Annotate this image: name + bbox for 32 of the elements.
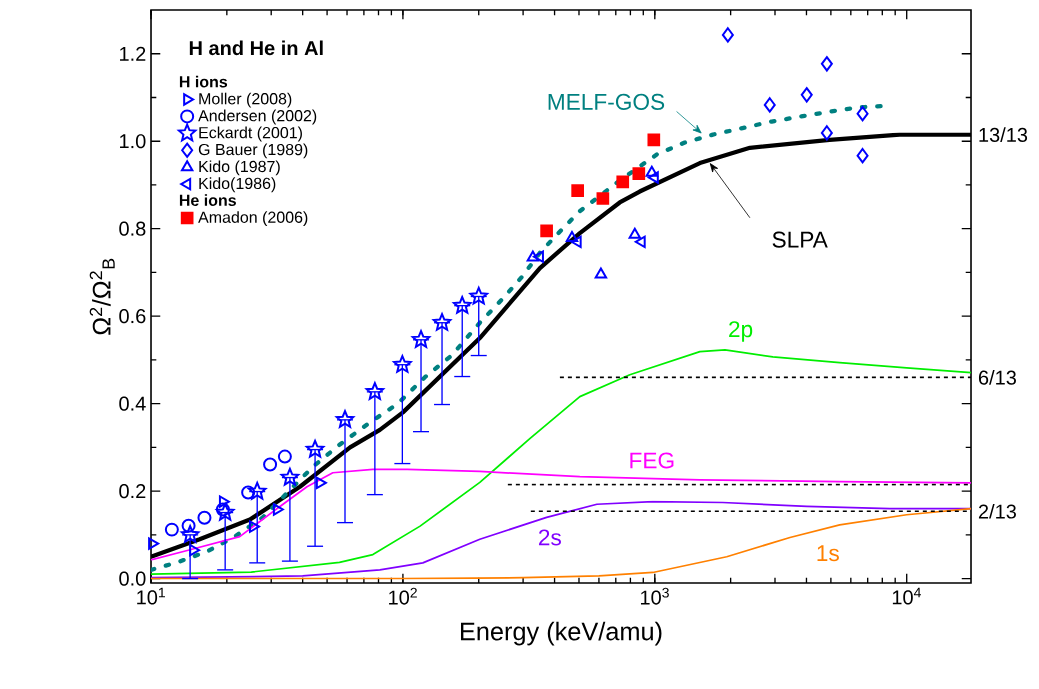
legend-label: Kido (1987) [199, 160, 280, 176]
x-axis-title: Energy (keV/amu) [461, 621, 662, 646]
y-tick-label: 1.2 [120, 46, 146, 61]
x-tick-label: 10$^{3}$ [640, 587, 669, 605]
text: 2/13 [978, 503, 1016, 519]
legend-label: Amadon (2006) [198, 211, 308, 227]
y-axis-title: Ω$^{2}$/Ω$^{2}$B [89, 258, 115, 335]
series-label: FEG [630, 452, 674, 469]
legend-title: H ions [179, 75, 228, 88]
text: H and He in Al [189, 40, 323, 56]
annotation: He ions [179, 194, 236, 206]
x-tick-label: 10$^{1}$ [137, 587, 165, 605]
y-tick-label: 0.8 [119, 221, 146, 236]
series-label: 2p [729, 321, 753, 342]
series-label: MELF-GOS [548, 93, 665, 110]
legend-label: Andersen (2002) [198, 109, 317, 125]
legend-label: Kido(1986) [199, 177, 276, 193]
legend-label: Eckardt (2001) [199, 126, 302, 142]
y-tick-label: 1.0 [120, 134, 146, 149]
text: 13/13 [979, 127, 1028, 142]
x-tick-label: 10$^{4}$ [892, 587, 921, 605]
x-tick-label: 10$^{2}$ [389, 587, 417, 605]
series-label: 2s [538, 529, 561, 546]
text: 6/13 [978, 370, 1016, 385]
text: SLPA [772, 231, 828, 248]
y-tick-label: 0.0 [119, 571, 146, 586]
y-tick-label: 0.4 [119, 396, 146, 411]
series-label: 1s [817, 545, 839, 562]
legend-label: G Bauer (1989) [198, 143, 308, 159]
y-tick-label: 0.2 [119, 484, 146, 499]
y-tick-label: 0.6 [119, 309, 146, 324]
legend-label: Moller (2008) [199, 92, 292, 108]
